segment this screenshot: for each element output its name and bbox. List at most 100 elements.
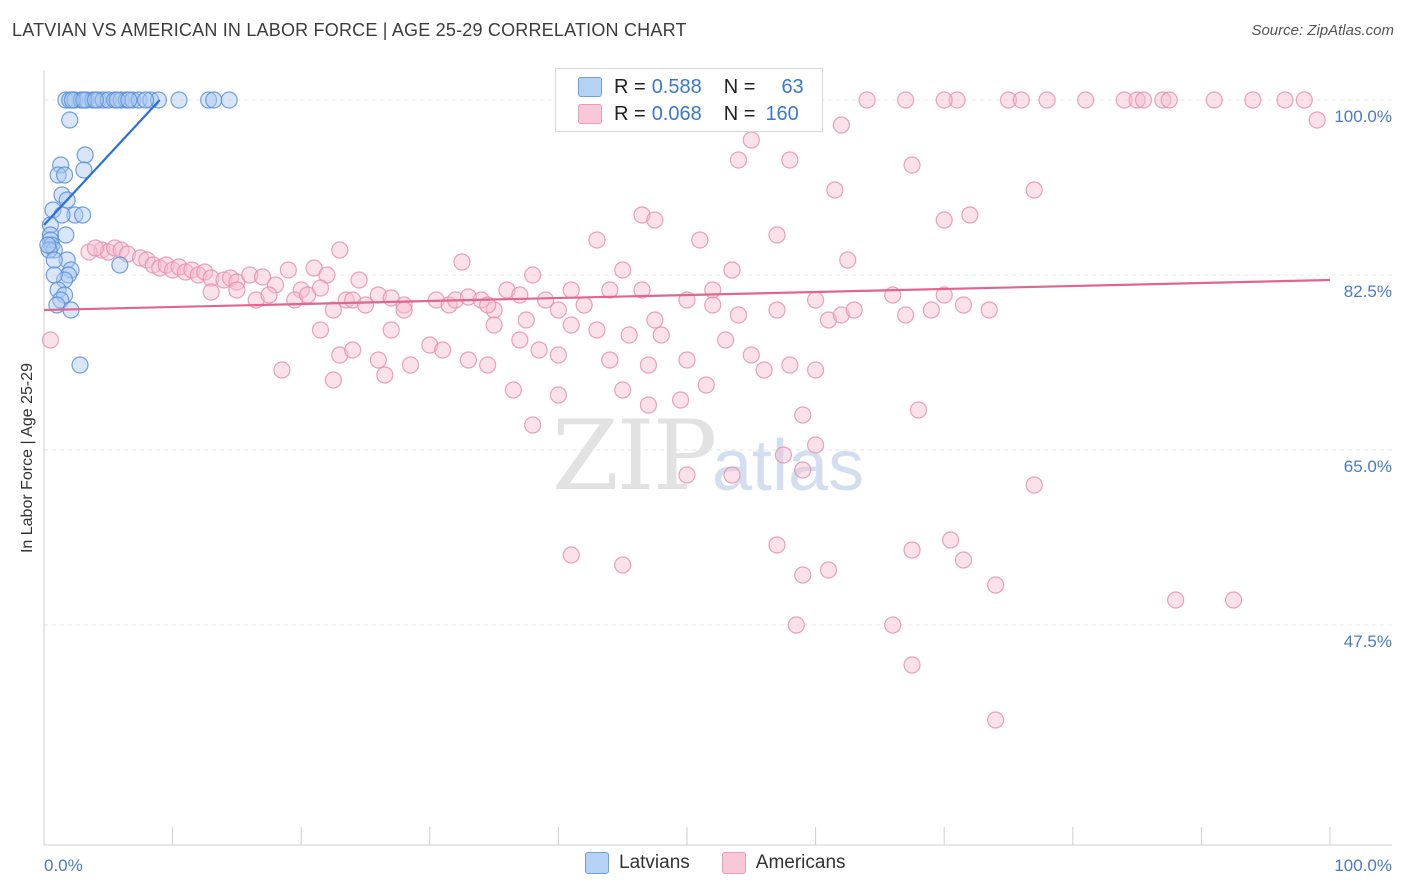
american-point bbox=[858, 91, 876, 109]
american-point bbox=[350, 271, 368, 289]
american-point bbox=[395, 301, 413, 319]
latvian-point bbox=[86, 91, 105, 109]
american-point bbox=[729, 306, 748, 324]
american-point bbox=[954, 551, 973, 569]
american-point bbox=[376, 366, 394, 384]
american-point bbox=[485, 316, 503, 334]
american-point bbox=[324, 301, 342, 319]
american-point bbox=[504, 381, 522, 399]
series-legend: Latvians Americans bbox=[585, 852, 878, 874]
american-point bbox=[517, 311, 535, 329]
american-point bbox=[716, 331, 735, 349]
latvian-point bbox=[45, 251, 63, 269]
american-point bbox=[794, 566, 812, 584]
american-point bbox=[215, 271, 233, 289]
american-point bbox=[935, 286, 953, 304]
american-point bbox=[93, 241, 111, 259]
american-point bbox=[530, 341, 548, 359]
american-point bbox=[794, 406, 812, 424]
gridlines bbox=[44, 99, 1392, 626]
american-point bbox=[421, 336, 439, 354]
american-point bbox=[897, 91, 915, 109]
americans-legend-swatch bbox=[721, 852, 746, 874]
american-point bbox=[196, 263, 214, 281]
americans-swatch bbox=[578, 104, 602, 124]
latvian-point bbox=[52, 156, 70, 174]
american-point bbox=[832, 306, 850, 324]
american-point bbox=[620, 326, 638, 344]
american-point bbox=[942, 531, 960, 549]
latvian-point bbox=[136, 91, 155, 109]
american-point bbox=[562, 281, 580, 299]
american-point bbox=[723, 466, 741, 484]
american-point bbox=[723, 261, 741, 279]
american-point bbox=[999, 91, 1018, 109]
american-point bbox=[86, 239, 105, 257]
legend-row-latvians: R = 0.588 N = 63 bbox=[578, 75, 804, 99]
american-point bbox=[922, 301, 940, 319]
american-point bbox=[549, 301, 568, 319]
y-tick-label: 47.5% bbox=[1344, 632, 1392, 651]
latvian-point bbox=[73, 206, 92, 224]
y-tick-label: 100.0% bbox=[1334, 107, 1392, 126]
american-point bbox=[266, 276, 285, 294]
american-point bbox=[948, 91, 966, 109]
american-point bbox=[273, 361, 291, 379]
american-point bbox=[639, 396, 658, 414]
american-point bbox=[536, 291, 555, 309]
american-point bbox=[819, 311, 838, 329]
american-point bbox=[331, 241, 349, 259]
american-point bbox=[787, 616, 805, 634]
american-point bbox=[1160, 91, 1178, 109]
american-point bbox=[1025, 476, 1043, 494]
american-point bbox=[511, 286, 529, 304]
american-point bbox=[324, 371, 342, 389]
american-point bbox=[1308, 111, 1326, 129]
legend-item-latvians: Latvians bbox=[585, 852, 690, 874]
american-point bbox=[479, 296, 497, 314]
y-tick-label: 65.0% bbox=[1344, 457, 1392, 476]
american-point bbox=[479, 356, 497, 374]
american-point bbox=[254, 268, 272, 286]
american-point bbox=[331, 346, 349, 364]
american-point bbox=[794, 461, 812, 479]
american-point bbox=[806, 291, 825, 309]
legend-item-americans: Americans bbox=[721, 852, 846, 874]
american-point bbox=[1012, 91, 1030, 109]
american-point bbox=[742, 131, 760, 149]
american-point bbox=[1038, 91, 1056, 109]
american-point bbox=[1205, 91, 1223, 109]
latvian-point bbox=[99, 91, 117, 109]
latvians-n-label: N = bbox=[723, 75, 756, 98]
americans-r-value: 0.068 bbox=[651, 102, 702, 125]
american-point bbox=[434, 341, 452, 359]
american-point bbox=[228, 281, 246, 299]
watermark-zip: ZIP bbox=[552, 400, 717, 512]
american-point bbox=[614, 261, 632, 279]
american-point bbox=[601, 351, 619, 369]
american-point bbox=[498, 281, 516, 299]
latvian-point bbox=[45, 266, 63, 284]
latvians-legend-swatch bbox=[585, 852, 609, 874]
american-point bbox=[311, 321, 330, 339]
american-point bbox=[1134, 91, 1153, 109]
american-point bbox=[935, 211, 953, 229]
american-point bbox=[344, 291, 362, 309]
american-point bbox=[524, 416, 542, 434]
american-point bbox=[511, 331, 529, 349]
american-point bbox=[356, 296, 375, 314]
latvian-point bbox=[61, 111, 79, 129]
american-point bbox=[1167, 591, 1185, 609]
tick-labels: 47.5% 65.0% 82.5% 100.0% 0.0% 100.0% bbox=[44, 107, 1392, 875]
american-point bbox=[614, 381, 632, 399]
american-point bbox=[832, 116, 850, 134]
latvian-point bbox=[49, 166, 67, 184]
latvian-point bbox=[58, 251, 76, 269]
american-point bbox=[549, 386, 568, 404]
american-point bbox=[1295, 91, 1313, 109]
american-point bbox=[903, 541, 921, 559]
latvian-point bbox=[120, 91, 138, 109]
american-point bbox=[909, 401, 928, 419]
american-point bbox=[633, 281, 651, 299]
latvians-r-label: R = bbox=[614, 75, 646, 98]
